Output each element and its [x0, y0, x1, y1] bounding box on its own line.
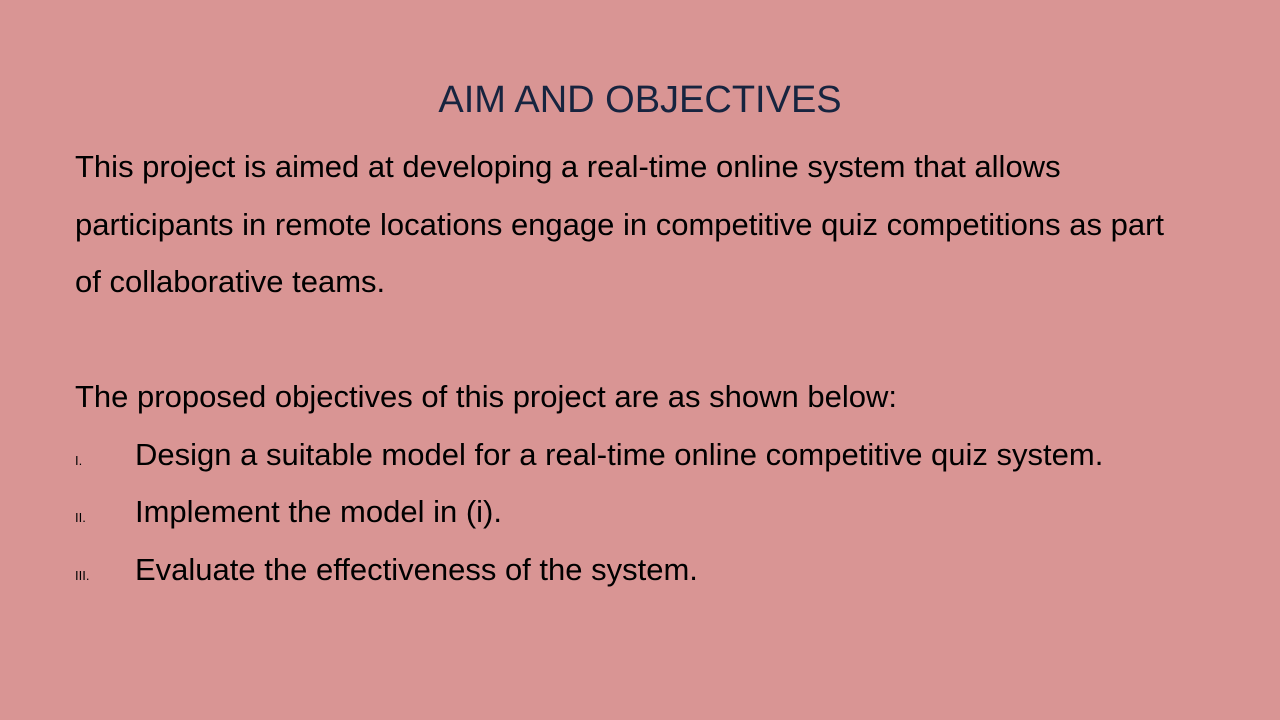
list-item-text: Design a suitable model for a real-time …	[135, 436, 1104, 472]
list-item-number: II.	[75, 510, 86, 525]
list-item: I. Design a suitable model for a real-ti…	[75, 426, 1215, 484]
list-item-number: III.	[75, 567, 90, 583]
aim-line: participants in remote locations engage …	[75, 206, 1165, 242]
objectives-intro: The proposed objectives of this project …	[75, 379, 897, 414]
list-item-text: Implement the model in (i).	[135, 494, 502, 529]
paragraph-spacer	[75, 311, 1215, 369]
aim-line: This project is aimed at developing a re…	[75, 149, 1061, 184]
slide-title: AIM AND OBJECTIVES	[438, 79, 842, 121]
list-item: II. Implement the model in (i).	[75, 483, 1215, 541]
aim-line: of collaborative teams.	[75, 264, 386, 299]
list-item-text: Evaluate the effectiveness of the system…	[135, 551, 698, 587]
objectives-list: I. Design a suitable model for a real-ti…	[75, 426, 1215, 599]
slide-body: This project is aimed at developing a re…	[75, 138, 1215, 598]
list-item: III. Evaluate the effectiveness of the s…	[75, 541, 1215, 599]
list-item-number: I.	[75, 452, 83, 468]
